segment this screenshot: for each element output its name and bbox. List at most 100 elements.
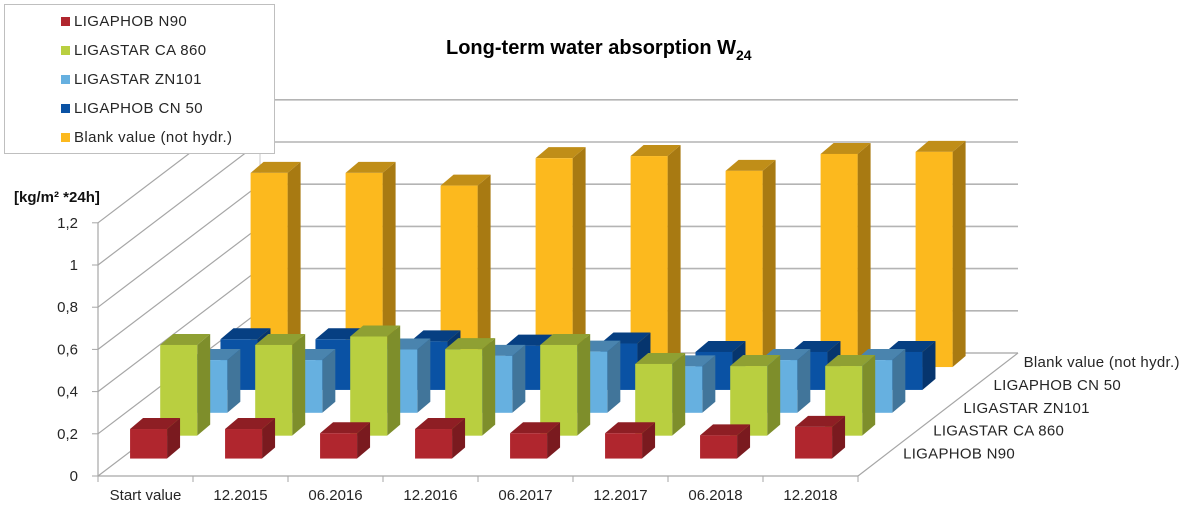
bar — [630, 145, 681, 368]
bar-top — [635, 352, 686, 364]
gridline-side-3 — [97, 225, 261, 350]
bar-front — [700, 435, 738, 459]
depth-axis-label: LIGASTAR CA 860 — [933, 423, 1064, 440]
bar-side — [577, 333, 591, 436]
bar-front — [535, 158, 573, 368]
bar — [795, 415, 846, 459]
bar-front — [350, 336, 388, 436]
bar-front — [820, 153, 858, 368]
bar-side — [767, 355, 781, 436]
depth-axis-label: LIGAPHOB N90 — [903, 446, 1015, 463]
bar-side — [797, 349, 811, 413]
bar-front — [510, 433, 548, 459]
bar-top — [725, 159, 776, 171]
bar — [510, 422, 561, 459]
bar-side — [832, 415, 846, 459]
x-tick-label: 12.2018 — [783, 487, 837, 504]
bar-top — [130, 418, 181, 430]
bar-top — [915, 140, 966, 152]
bar-front — [915, 151, 953, 368]
bar-side — [737, 424, 751, 459]
bar-side — [387, 325, 401, 436]
bar — [820, 142, 871, 368]
bar-side — [197, 333, 211, 436]
x-axis: Start value 12.2015 06.2016 12.2016 06.2017 1… — [97, 475, 859, 504]
bar-top — [820, 142, 871, 154]
bar-top — [220, 328, 271, 340]
bar-side — [322, 349, 336, 413]
bar-side — [287, 161, 301, 368]
y-axis-unit-label: [kg/m² *24h] — [14, 189, 100, 206]
bar — [540, 333, 591, 436]
bar-side — [547, 422, 561, 459]
bar — [350, 325, 401, 436]
bar-front — [725, 170, 763, 368]
bar-side — [477, 174, 491, 368]
depth-axis-label: LIGASTAR ZN101 — [963, 400, 1089, 417]
bar-side — [642, 422, 656, 459]
bar-side — [227, 349, 241, 413]
bar — [605, 422, 656, 459]
bar-side — [572, 147, 586, 368]
y-tick-label: 0 — [70, 468, 78, 485]
bar — [725, 159, 776, 368]
legend-item: LIGAPHOB N90 — [61, 11, 187, 31]
bar — [915, 140, 966, 368]
bar-top — [440, 174, 491, 186]
y-tick-label: 0,8 — [57, 299, 78, 316]
bar-side — [512, 344, 526, 413]
series-depth-axis: LIGAPHOB N90 LIGASTAR CA 860 LIGASTAR ZN10… — [903, 354, 1179, 463]
series-blank-value-not-hydr — [250, 140, 966, 368]
bar-top — [795, 415, 846, 427]
bar-top — [320, 422, 371, 434]
x-tick-label: 12.2016 — [403, 487, 457, 504]
bar-side — [607, 340, 621, 413]
x-tick-label: 12.2017 — [593, 487, 647, 504]
bar-top — [255, 333, 306, 345]
bar-top — [695, 340, 746, 352]
bar — [700, 424, 751, 459]
bar-top — [225, 418, 276, 430]
bar-side — [667, 145, 681, 368]
y-tick-label: 0,6 — [57, 341, 78, 358]
bar-side — [382, 161, 396, 368]
bar-side — [892, 349, 906, 413]
bar-side — [292, 333, 306, 436]
legend-label: LIGAPHOB CN 50 — [74, 99, 203, 117]
chart-title: Long-term water absorption W24 — [446, 37, 752, 63]
legend-label: LIGASTAR ZN101 — [74, 70, 202, 88]
bar-top — [825, 355, 876, 367]
bar-top — [510, 422, 561, 434]
bar-side — [417, 338, 431, 413]
y-axis: 0 0,2 0,4 0,6 0,8 1 1,2 — [57, 215, 99, 485]
legend-item: Blank value (not hydr.) — [61, 127, 232, 147]
gridline-side-4 — [97, 183, 261, 308]
bar-side — [167, 418, 181, 459]
bar — [130, 418, 181, 459]
bar-top — [415, 418, 466, 430]
y-tick-label: 0,2 — [57, 426, 78, 443]
bar-top — [445, 338, 496, 350]
legend-item: LIGASTAR CA 860 — [61, 40, 206, 60]
x-tick-label: 06.2016 — [308, 487, 362, 504]
legend-label: Blank value (not hydr.) — [74, 128, 233, 146]
bar-top — [345, 161, 396, 173]
bar-top — [535, 147, 586, 159]
series-ligaphob-n90 — [130, 415, 846, 459]
bar-top — [250, 161, 301, 173]
bar-front — [130, 429, 168, 459]
y-tick-label: 1 — [70, 257, 78, 274]
legend-swatch — [61, 74, 70, 84]
bar-front — [225, 429, 263, 459]
legend-item: LIGASTAR ZN101 — [61, 69, 202, 89]
bar — [225, 418, 276, 459]
gridline-side-2 — [97, 268, 261, 393]
bar-side — [702, 355, 716, 413]
bar-side — [482, 338, 496, 436]
bar — [535, 147, 586, 368]
bar-top — [700, 424, 751, 436]
bar-front — [540, 344, 578, 436]
bar-top — [540, 333, 591, 345]
bar-front — [605, 433, 643, 459]
bar-front — [630, 156, 668, 368]
